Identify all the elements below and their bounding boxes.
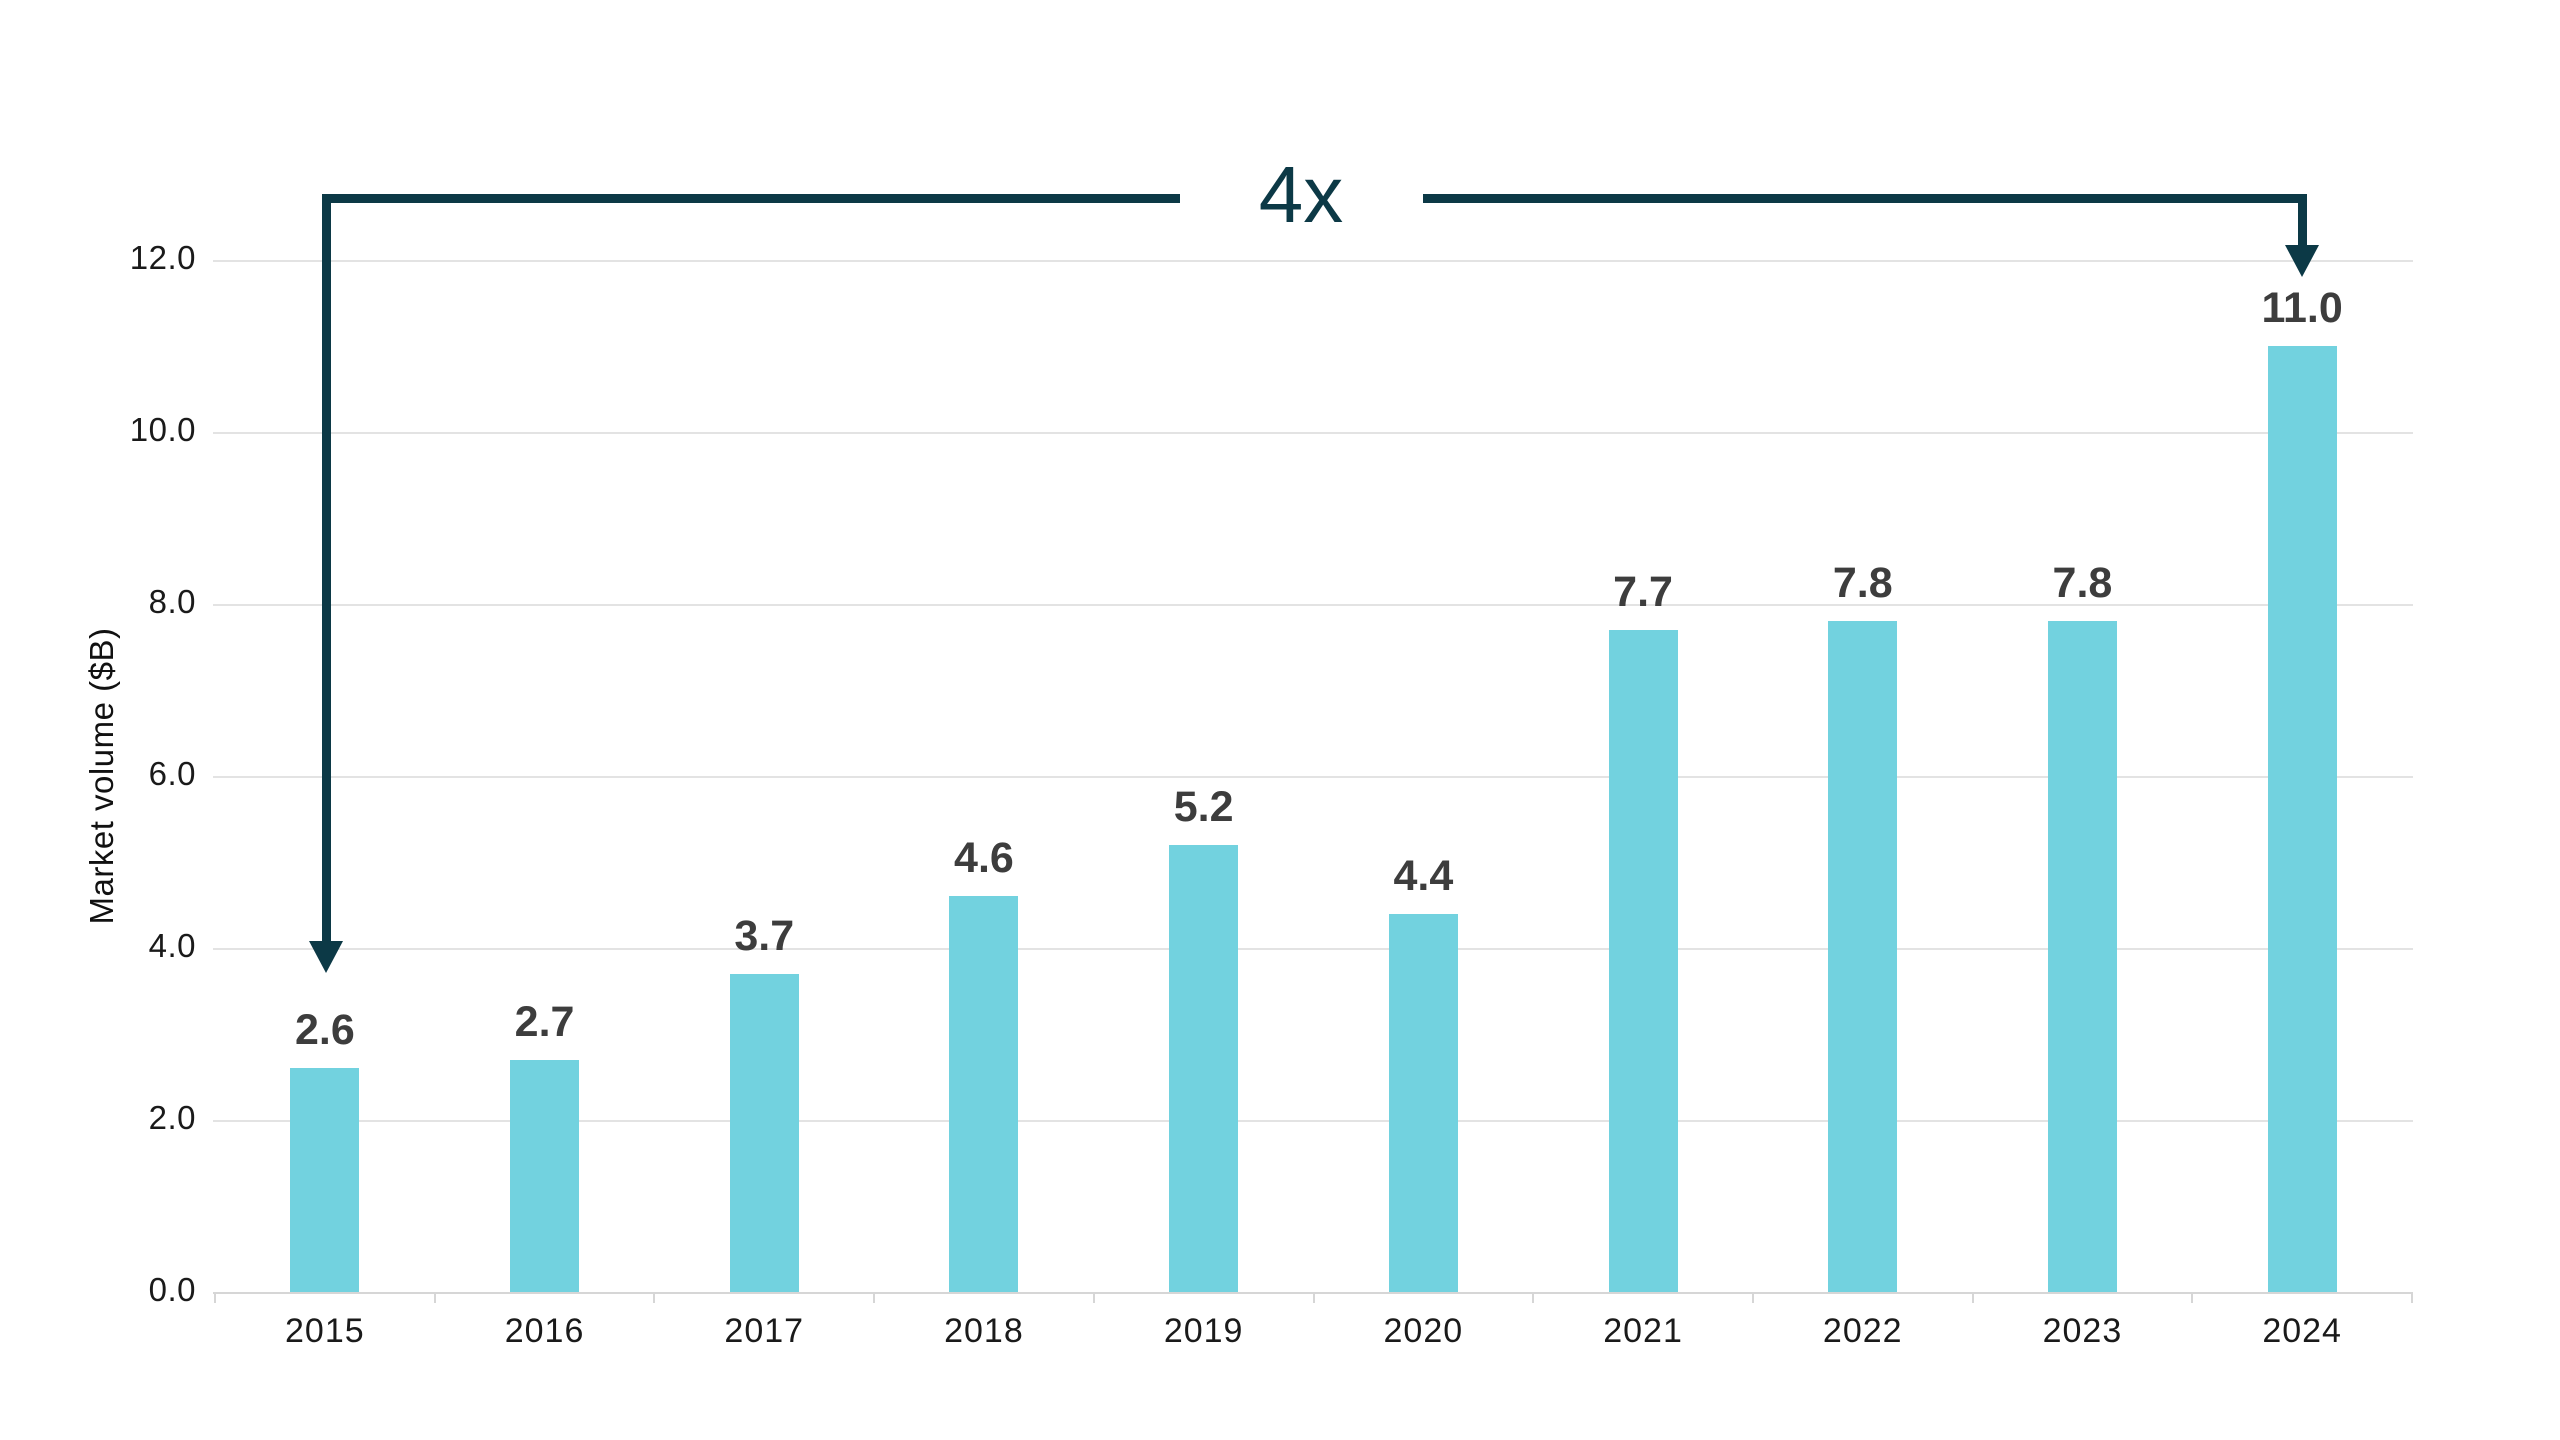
bar-2017	[729, 973, 799, 1292]
bar-2021	[1608, 629, 1678, 1292]
axis-tick	[653, 1292, 656, 1303]
axis-tick	[433, 1292, 436, 1303]
y-tick-label: 8.0	[148, 583, 196, 620]
bar-value-label: 7.8	[1832, 559, 1893, 608]
axis-tick	[2191, 1292, 2194, 1303]
bar-2019	[1169, 844, 1239, 1292]
y-tick-label: 12.0	[129, 239, 196, 276]
y-tick-label: 2.0	[148, 1099, 196, 1136]
bar-value-label: 2.7	[514, 997, 575, 1046]
axis-tick	[1532, 1292, 1535, 1303]
bar-value-label: 7.8	[2052, 559, 2113, 608]
bar-2015	[290, 1068, 360, 1292]
x-tick-label: 2018	[944, 1312, 1024, 1350]
x-tick-label: 2019	[1163, 1312, 1244, 1350]
bar-value-label: 4.6	[954, 834, 1014, 883]
y-tick-label: 0.0	[148, 1271, 196, 1308]
arrow-down-icon	[309, 941, 343, 973]
gridline	[213, 260, 2413, 262]
x-tick-label: 2020	[1383, 1312, 1464, 1350]
axis-tick	[1971, 1292, 1974, 1303]
annotation-line-horizontal-left	[322, 194, 1180, 203]
gridline	[213, 1120, 2413, 1122]
gridline	[213, 432, 2413, 434]
bar-value-label: 11.0	[2261, 284, 2343, 332]
x-tick-label: 2017	[724, 1312, 805, 1350]
y-tick-label: 4.0	[148, 927, 196, 964]
x-tick-label: 2016	[504, 1312, 585, 1350]
bar-2023	[2047, 621, 2117, 1292]
axis-tick	[2411, 1292, 2413, 1303]
annotation-line-vertical-right	[2298, 194, 2307, 246]
x-tick-label: 2024	[2262, 1312, 2342, 1350]
bar-2018	[949, 896, 1019, 1292]
y-tick-label: 6.0	[148, 755, 196, 792]
x-tick-label: 2015	[285, 1312, 365, 1350]
arrow-down-icon	[2285, 245, 2319, 277]
gridline	[213, 948, 2413, 950]
bar-value-label: 3.7	[734, 911, 795, 960]
bar-value-label: 4.4	[1393, 851, 1454, 900]
x-tick-label: 2021	[1603, 1312, 1683, 1350]
bar-value-label: 5.2	[1173, 782, 1234, 831]
axis-tick	[873, 1292, 876, 1303]
gridline	[213, 604, 2413, 606]
annotation-line-vertical-left	[322, 194, 331, 942]
x-tick-label: 2022	[1822, 1312, 1903, 1350]
annotation-line-horizontal-right	[1423, 194, 2307, 203]
axis-tick	[214, 1292, 216, 1303]
annotation-multiplier-label: 4x	[1258, 150, 1344, 240]
bar-2022	[1828, 621, 1898, 1292]
bar-2020	[1388, 913, 1458, 1292]
bar-value-label: 7.7	[1613, 567, 1673, 616]
bar-2024	[2267, 346, 2337, 1292]
x-tick-label: 2023	[2042, 1312, 2123, 1350]
bar-2016	[510, 1059, 580, 1292]
axis-tick	[1312, 1292, 1315, 1303]
bar-value-label: 2.6	[294, 1006, 355, 1055]
gridline	[213, 776, 2413, 778]
axis-tick	[1092, 1292, 1095, 1303]
axis-tick	[1751, 1292, 1754, 1303]
y-tick-label: 10.0	[129, 411, 196, 448]
